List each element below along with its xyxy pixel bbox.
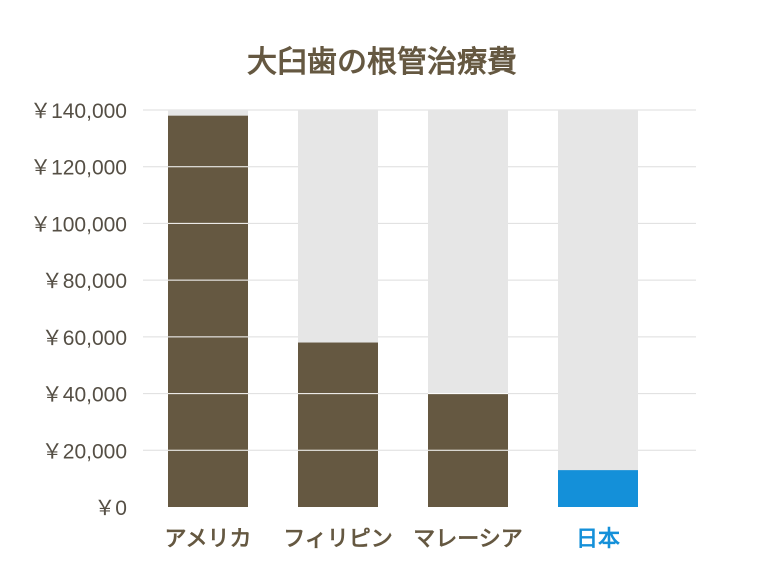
y-tick-label: ￥60,000 bbox=[42, 327, 127, 350]
x-axis-labels: アメリカ フィリピン マレーシア 日本 bbox=[165, 527, 620, 552]
background-bar bbox=[558, 110, 638, 507]
y-tick-label: ￥80,000 bbox=[42, 270, 127, 293]
bar-1 bbox=[298, 342, 378, 507]
bar-0 bbox=[168, 115, 248, 508]
value-bars bbox=[168, 115, 638, 508]
y-tick-label: ￥140,000 bbox=[30, 100, 127, 123]
x-category-label: 日本 bbox=[576, 527, 620, 552]
y-tick-label: ￥20,000 bbox=[42, 440, 127, 463]
bar-3 bbox=[558, 470, 638, 507]
x-category-label: マレーシア bbox=[413, 527, 523, 552]
y-axis-ticks: ￥0 ￥20,000 ￥40,000 ￥60,000 ￥80,000 ￥100,000 ￥1… bbox=[30, 100, 127, 520]
y-tick-label: ￥0 bbox=[94, 497, 127, 520]
y-tick-label: ￥100,000 bbox=[30, 213, 127, 236]
chart-title: 大臼歯の根管治療費 bbox=[247, 45, 517, 80]
x-category-label: アメリカ bbox=[165, 527, 252, 552]
x-category-label: フィリピン bbox=[283, 527, 393, 552]
y-tick-label: ￥40,000 bbox=[42, 384, 127, 407]
y-tick-label: ￥120,000 bbox=[30, 157, 127, 180]
